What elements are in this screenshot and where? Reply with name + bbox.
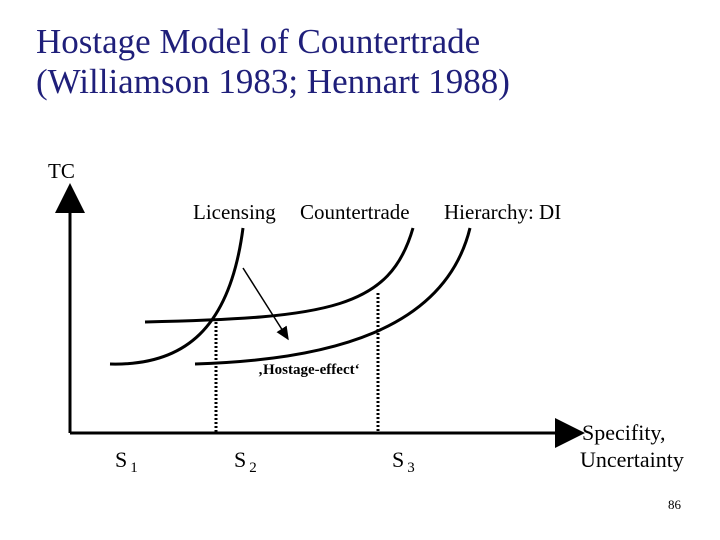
y-axis-label: TC <box>48 159 75 183</box>
s3-subscript: 3 <box>407 460 415 476</box>
hierarchy-curve <box>194 227 472 366</box>
hostage-effect-label: ‚Hostage-effect‘ <box>258 362 360 378</box>
countertrade-curve <box>144 227 415 324</box>
licensing-curve <box>109 227 245 366</box>
s3-letter: S <box>392 447 404 472</box>
s2-subscript: 2 <box>249 460 257 476</box>
s2-letter: S <box>234 447 246 472</box>
hostage-effect-arrow <box>242 267 289 341</box>
licensing-label: Licensing <box>193 200 276 224</box>
s1-subscript: 1 <box>130 460 138 476</box>
title-line-1: Hostage Model of Countertrade <box>36 22 481 61</box>
s1-letter: S <box>115 447 127 472</box>
svg-text:S2: S2 <box>234 447 257 476</box>
svg-text:S3: S3 <box>392 447 415 476</box>
slide-title: Hostage Model of Countertrade (Williamso… <box>36 22 510 102</box>
x-axis-label-line-2: Uncertainty <box>580 447 684 472</box>
countertrade-label: Countertrade <box>300 200 410 224</box>
svg-text:S1: S1 <box>115 447 138 476</box>
title-line-2: (Williamson 1983; Hennart 1988) <box>36 62 510 101</box>
hierarchy-label: Hierarchy: DI <box>444 200 561 224</box>
page-number: 86 <box>668 497 681 512</box>
x-axis-label-line-1: Specifity, <box>582 420 666 445</box>
